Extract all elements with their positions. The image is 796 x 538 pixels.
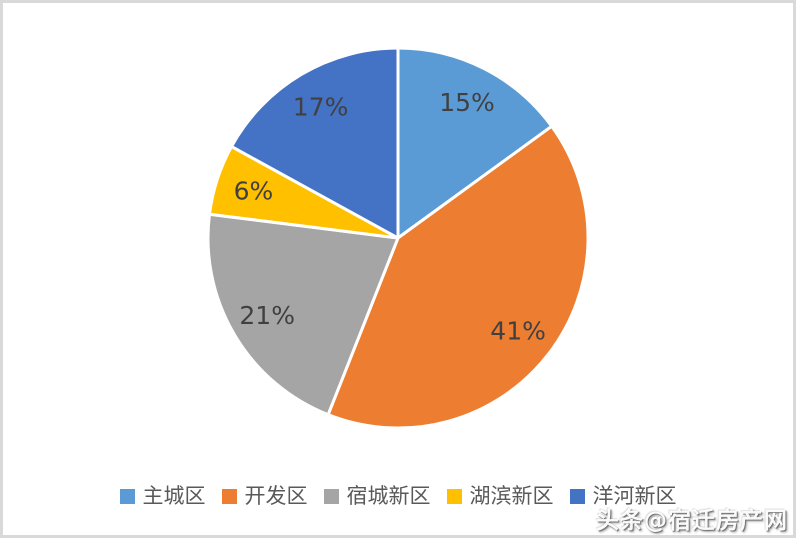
legend-swatch: [323, 489, 339, 504]
legend-item-1: 主城区: [119, 484, 206, 508]
legend-label: 开发区: [244, 484, 308, 508]
pie-slice-3: [206, 212, 400, 417]
pie-slice-1: [396, 46, 554, 240]
data-label: 41%: [490, 317, 546, 346]
data-label: 21%: [239, 301, 295, 330]
data-label: 17%: [293, 93, 349, 122]
watermark: 头条@宿迁房产网: [596, 508, 788, 534]
chart-legend: 主城区 开发区 宿城新区 湖滨新区 洋河新区: [0, 486, 796, 507]
legend-item-4: 湖滨新区: [446, 484, 554, 508]
pie-slice-5: [230, 46, 400, 240]
legend-label: 湖滨新区: [469, 484, 554, 508]
legend-swatch: [119, 489, 135, 504]
legend-swatch: [446, 489, 462, 504]
data-label: 15%: [439, 88, 495, 117]
data-label: 6%: [234, 177, 274, 206]
legend-label: 宿城新区: [346, 484, 431, 508]
legend-label: 主城区: [142, 484, 206, 508]
legend-swatch: [221, 489, 237, 504]
legend-item-2: 开发区: [221, 484, 308, 508]
legend-swatch: [569, 489, 585, 504]
legend-item-3: 宿城新区: [323, 484, 431, 508]
legend-label: 洋河新区: [592, 484, 677, 508]
legend-item-5: 洋河新区: [569, 484, 677, 508]
pie-slice-2: [326, 124, 590, 430]
